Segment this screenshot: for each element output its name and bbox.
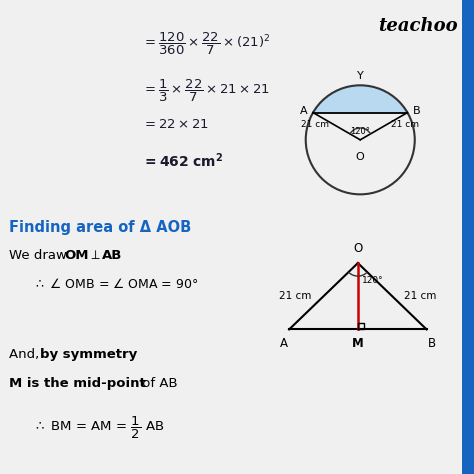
Text: $= \dfrac{120}{360} \times \dfrac{22}{7} \times (21)^2$: $= \dfrac{120}{360} \times \dfrac{22}{7}… bbox=[142, 31, 271, 57]
Text: $\therefore$ $\angle$ OMB = $\angle$ OMA = 90°: $\therefore$ $\angle$ OMB = $\angle$ OMA… bbox=[33, 277, 199, 292]
Text: OM: OM bbox=[64, 249, 89, 262]
Text: Y: Y bbox=[357, 71, 364, 81]
Text: B: B bbox=[413, 106, 421, 116]
Text: A: A bbox=[280, 337, 287, 350]
Text: 21 cm: 21 cm bbox=[392, 120, 419, 129]
Text: of AB: of AB bbox=[138, 377, 178, 390]
Text: $\therefore$ BM = AM = $\dfrac{1}{2}$ AB: $\therefore$ BM = AM = $\dfrac{1}{2}$ AB bbox=[33, 415, 164, 441]
Text: 21 cm: 21 cm bbox=[301, 120, 329, 129]
Text: AB: AB bbox=[102, 249, 122, 262]
Text: We draw: We draw bbox=[9, 249, 72, 262]
Text: $\mathbf{= 462 \ cm^2}$: $\mathbf{= 462 \ cm^2}$ bbox=[142, 152, 223, 170]
Text: 120°: 120° bbox=[362, 276, 383, 285]
Polygon shape bbox=[313, 85, 408, 113]
Text: And,: And, bbox=[9, 348, 44, 361]
Bar bbox=[462, 0, 474, 474]
Text: A: A bbox=[300, 106, 307, 116]
Text: Finding area of Δ AOB: Finding area of Δ AOB bbox=[9, 220, 191, 236]
Text: by symmetry: by symmetry bbox=[40, 348, 137, 361]
Text: 21 cm: 21 cm bbox=[404, 291, 437, 301]
Text: M is the mid-point: M is the mid-point bbox=[9, 377, 146, 390]
Text: O: O bbox=[356, 152, 365, 162]
Text: $\perp$: $\perp$ bbox=[84, 249, 105, 262]
Text: B: B bbox=[428, 337, 437, 350]
Text: O: O bbox=[353, 242, 363, 255]
Text: 120°: 120° bbox=[350, 127, 370, 136]
Text: $= 22 \times 21$: $= 22 \times 21$ bbox=[142, 118, 209, 131]
Text: teachoo: teachoo bbox=[378, 17, 457, 35]
Text: $= \dfrac{1}{3} \times \dfrac{22}{7} \times 21 \times 21$: $= \dfrac{1}{3} \times \dfrac{22}{7} \ti… bbox=[142, 78, 270, 104]
Text: 21 cm: 21 cm bbox=[279, 291, 311, 301]
Text: M: M bbox=[352, 337, 364, 350]
